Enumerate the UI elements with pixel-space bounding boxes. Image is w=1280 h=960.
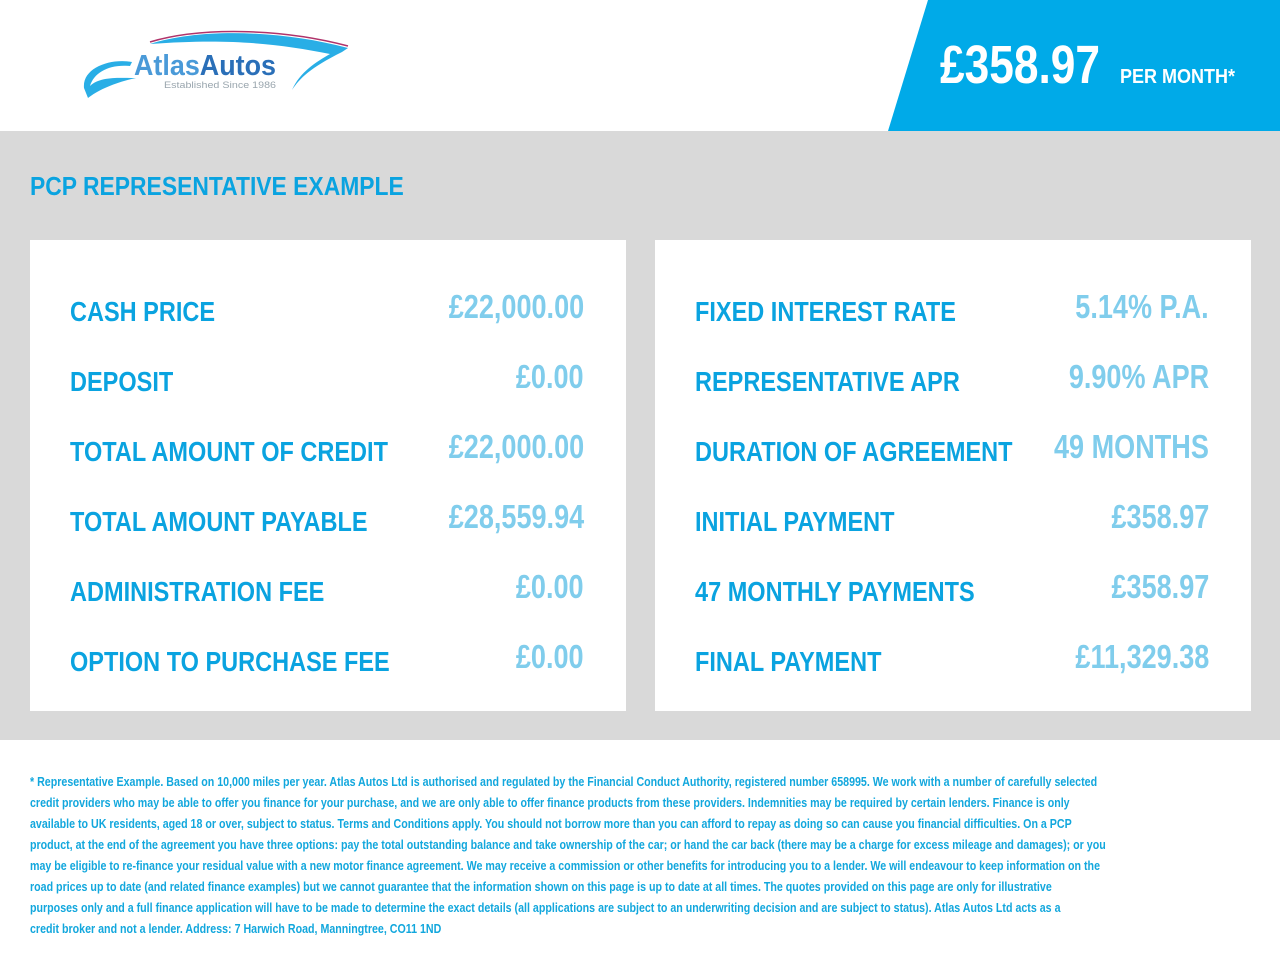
- finance-row: OPTION TO PURCHASE FEE £0.00: [70, 638, 584, 678]
- finance-card-left: CASH PRICE £22,000.00 DEPOSIT £0.00 TOTAL AM…: [30, 240, 626, 711]
- disclaimer-line: credit providers who may be able to offe…: [30, 795, 1070, 810]
- finance-row: TOTAL AMOUNT OF CREDIT £22,000.00: [70, 428, 584, 468]
- finance-row: DEPOSIT £0.00: [70, 358, 584, 398]
- finance-row-label: REPRESENTATIVE APR: [695, 366, 960, 397]
- finance-row-label: FINAL PAYMENT: [695, 646, 882, 677]
- finance-row: FINAL PAYMENT £11,329.38: [695, 638, 1209, 678]
- finance-row-value: £0.00: [516, 358, 584, 395]
- finance-row-value: £22,000.00: [448, 428, 584, 465]
- disclaimer-line: product, at the end of the agreement you…: [30, 837, 1106, 852]
- finance-row: INITIAL PAYMENT £358.97: [695, 498, 1209, 538]
- finance-row-label: OPTION TO PURCHASE FEE: [70, 646, 390, 677]
- finance-example-section: PCP REPRESENTATIVE EXAMPLE CASH PRICE £22…: [0, 131, 1280, 740]
- finance-row-label: TOTAL AMOUNT OF CREDIT: [70, 436, 388, 467]
- per-month-label: PER MONTH*: [1120, 66, 1236, 88]
- finance-row-value: £0.00: [516, 568, 584, 605]
- svg-text:Established Since 1986: Established Since 1986: [164, 80, 276, 90]
- finance-row-label: DURATION OF AGREEMENT: [695, 436, 1013, 467]
- finance-row-value: £22,000.00: [448, 288, 584, 325]
- finance-row: 47 MONTHLY PAYMENTS £358.97: [695, 568, 1209, 608]
- finance-row-label: INITIAL PAYMENT: [695, 506, 895, 537]
- atlas-autos-logo: AtlasAutos Established Since 1986: [83, 30, 349, 98]
- finance-row-value: £0.00: [516, 638, 584, 675]
- finance-card-right: FIXED INTEREST RATE 5.14% P.A. REPRESENTAT…: [655, 240, 1251, 711]
- disclaimer-line: road prices up to date (and related fina…: [30, 879, 1052, 894]
- finance-row: TOTAL AMOUNT PAYABLE £28,559.94: [70, 498, 584, 538]
- svg-text:AtlasAutos: AtlasAutos: [134, 50, 276, 82]
- disclaimer-line: credit broker and not a lender. Address:…: [30, 921, 442, 936]
- finance-row-value: 5.14% P.A.: [1075, 288, 1209, 325]
- finance-row-value: £358.97: [1111, 568, 1209, 605]
- monthly-price-panel: £358.97 PER MONTH*: [888, 0, 1280, 131]
- header: AtlasAutos Established Since 1986 £358.9…: [0, 0, 1280, 131]
- finance-row-value: £11,329.38: [1075, 638, 1209, 675]
- monthly-price: £358.97: [940, 35, 1101, 95]
- finance-row-label: FIXED INTEREST RATE: [695, 296, 956, 327]
- finance-row: DURATION OF AGREEMENT 49 MONTHS: [695, 428, 1209, 468]
- finance-row-label: CASH PRICE: [70, 296, 216, 327]
- finance-row-value: £28,559.94: [448, 498, 584, 535]
- finance-row-value: 49 MONTHS: [1054, 428, 1209, 465]
- disclaimer-line: * Representative Example. Based on 10,00…: [30, 774, 1098, 789]
- finance-row-value: 9.90% APR: [1068, 358, 1209, 395]
- finance-row-label: TOTAL AMOUNT PAYABLE: [70, 506, 368, 537]
- finance-row: REPRESENTATIVE APR 9.90% APR: [695, 358, 1209, 398]
- finance-row: FIXED INTEREST RATE 5.14% P.A.: [695, 288, 1209, 328]
- finance-row: ADMINISTRATION FEE £0.00: [70, 568, 584, 608]
- finance-row-label: DEPOSIT: [70, 366, 174, 397]
- disclaimer: * Representative Example. Based on 10,00…: [30, 771, 1280, 939]
- disclaimer-line: purposes only and a full finance applica…: [30, 900, 1061, 915]
- finance-row-value: £358.97: [1111, 498, 1209, 535]
- disclaimer-line: available to UK residents, aged 18 or ov…: [30, 816, 1072, 831]
- section-title: PCP REPRESENTATIVE EXAMPLE: [30, 171, 404, 201]
- finance-row: CASH PRICE £22,000.00: [70, 288, 584, 328]
- finance-row-label: ADMINISTRATION FEE: [70, 576, 325, 607]
- disclaimer-line: may be eligible to re-finance your resid…: [30, 858, 1100, 873]
- finance-row-label: 47 MONTHLY PAYMENTS: [695, 576, 975, 607]
